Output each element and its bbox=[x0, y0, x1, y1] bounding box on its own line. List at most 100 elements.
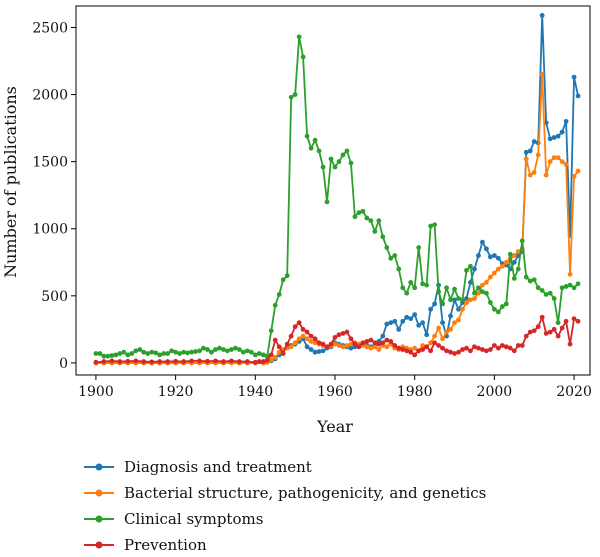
data-point bbox=[551, 155, 557, 161]
data-point bbox=[460, 347, 465, 352]
data-point bbox=[348, 336, 354, 342]
data-point bbox=[97, 351, 103, 356]
data-point bbox=[428, 348, 434, 354]
data-point bbox=[324, 344, 330, 350]
data-point bbox=[559, 159, 565, 165]
data-point bbox=[575, 281, 581, 287]
data-point bbox=[484, 290, 489, 296]
data-point bbox=[531, 328, 537, 334]
data-point bbox=[460, 306, 465, 312]
data-point bbox=[491, 306, 497, 312]
data-point bbox=[105, 353, 111, 359]
data-point bbox=[332, 341, 338, 347]
y-tick-label: 500 bbox=[41, 289, 68, 305]
data-point bbox=[308, 145, 314, 151]
data-point bbox=[384, 321, 390, 327]
data-point bbox=[380, 340, 386, 346]
data-point bbox=[360, 340, 366, 346]
data-point bbox=[484, 348, 489, 354]
data-point bbox=[372, 229, 378, 234]
y-axis-title: Number of publications bbox=[1, 86, 20, 278]
data-point bbox=[527, 278, 533, 284]
data-point bbox=[507, 345, 513, 351]
data-point bbox=[229, 347, 234, 352]
data-point bbox=[185, 350, 190, 356]
data-point bbox=[292, 324, 298, 330]
data-point bbox=[523, 274, 529, 280]
data-point bbox=[400, 347, 406, 352]
data-point bbox=[248, 349, 254, 355]
data-point bbox=[440, 345, 445, 351]
data-point bbox=[456, 349, 461, 355]
data-point bbox=[452, 286, 457, 292]
data-point bbox=[352, 341, 358, 347]
data-point bbox=[551, 296, 557, 301]
data-point bbox=[165, 351, 171, 356]
data-point bbox=[456, 306, 461, 312]
data-point bbox=[420, 343, 426, 348]
data-point bbox=[551, 326, 557, 332]
series-bacterial-structure-pathogenicity-and-genetics bbox=[93, 72, 581, 366]
data-point bbox=[448, 313, 453, 319]
data-point bbox=[276, 349, 282, 355]
data-point bbox=[137, 347, 143, 352]
data-point bbox=[348, 341, 354, 347]
data-point bbox=[563, 161, 569, 167]
data-point bbox=[217, 345, 222, 351]
data-point bbox=[181, 349, 186, 355]
data-point bbox=[539, 72, 545, 77]
data-point bbox=[468, 263, 473, 269]
data-point bbox=[348, 345, 354, 351]
data-point bbox=[448, 297, 453, 303]
data-point bbox=[205, 347, 210, 352]
data-point bbox=[213, 358, 218, 364]
y-tick-label: 0 bbox=[59, 356, 68, 372]
data-point bbox=[260, 359, 266, 364]
data-point bbox=[256, 359, 262, 364]
data-point bbox=[364, 339, 370, 344]
data-point bbox=[221, 359, 226, 364]
legend-label: Clinical symptoms bbox=[124, 510, 263, 528]
data-point bbox=[380, 234, 386, 240]
x-axis-title: Year bbox=[316, 417, 353, 436]
data-point bbox=[320, 164, 326, 170]
data-point bbox=[424, 332, 430, 338]
data-point bbox=[284, 341, 290, 347]
data-point bbox=[531, 169, 537, 175]
data-point bbox=[284, 273, 290, 279]
data-point bbox=[300, 326, 306, 332]
data-point bbox=[101, 353, 107, 359]
data-point bbox=[571, 285, 577, 291]
data-point bbox=[511, 259, 517, 265]
data-point bbox=[336, 332, 342, 338]
data-point bbox=[531, 277, 537, 283]
data-point bbox=[304, 336, 310, 342]
data-point bbox=[244, 359, 250, 364]
series-layer bbox=[93, 12, 581, 366]
data-point bbox=[165, 359, 171, 364]
data-point bbox=[288, 333, 294, 339]
data-point bbox=[312, 349, 318, 355]
data-point bbox=[133, 348, 139, 354]
data-point bbox=[535, 152, 541, 158]
legend-item: Prevention bbox=[84, 536, 207, 554]
data-point bbox=[495, 345, 501, 351]
legend-marker bbox=[95, 515, 103, 523]
data-point bbox=[93, 359, 99, 365]
data-point bbox=[296, 336, 302, 342]
x-tick-label: 1980 bbox=[397, 384, 433, 400]
data-point bbox=[189, 358, 194, 364]
data-point bbox=[153, 350, 159, 356]
data-point bbox=[396, 266, 402, 272]
data-point bbox=[352, 214, 358, 220]
data-point bbox=[408, 280, 414, 285]
data-point bbox=[384, 245, 390, 250]
data-point bbox=[472, 296, 477, 301]
data-point bbox=[408, 316, 414, 322]
data-point bbox=[487, 274, 493, 280]
data-point bbox=[368, 345, 374, 351]
data-point bbox=[440, 320, 445, 326]
data-point bbox=[392, 253, 398, 258]
data-point bbox=[523, 333, 529, 339]
